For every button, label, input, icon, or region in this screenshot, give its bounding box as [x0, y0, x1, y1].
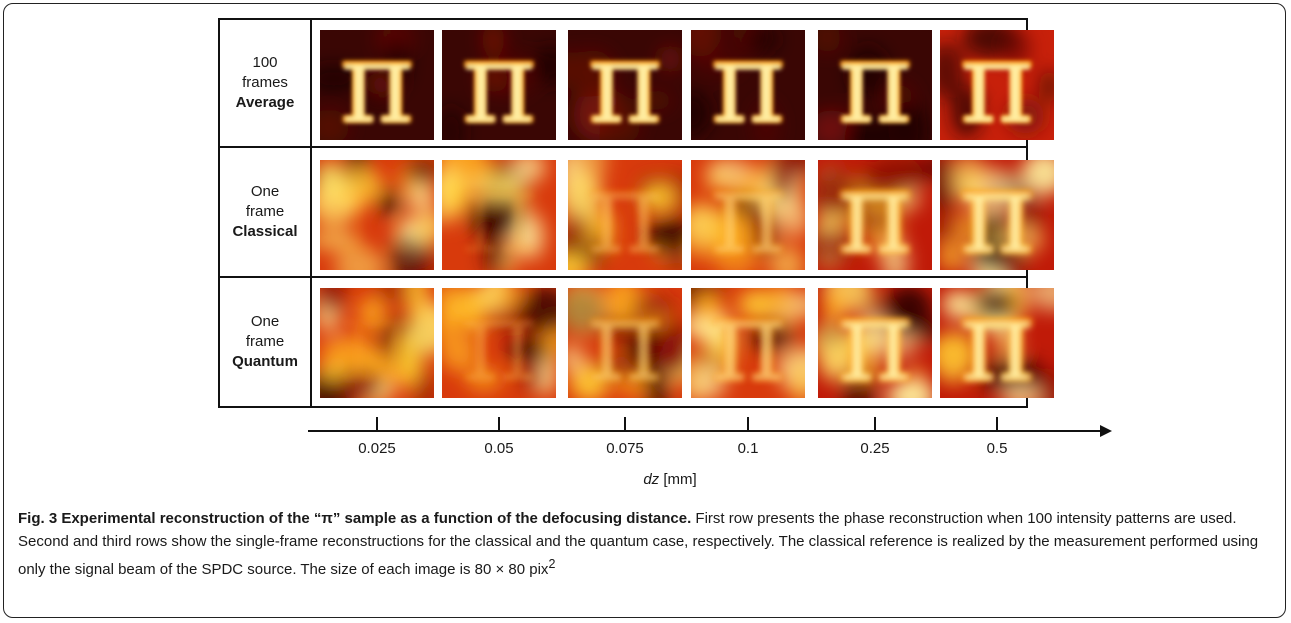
svg-text:π: π — [711, 30, 785, 140]
row-label-average: 100 frames Average — [220, 20, 310, 146]
dz-axis-arrow-icon — [1100, 425, 1112, 437]
svg-text:π: π — [338, 160, 416, 270]
svg-text:π: π — [960, 30, 1034, 140]
svg-text:π: π — [711, 288, 785, 398]
svg-text:π: π — [340, 30, 414, 140]
caption-superscript: 2 — [548, 557, 556, 571]
axis-tick — [624, 417, 626, 431]
label-divider — [310, 20, 312, 406]
row-label-line3: Classical — [232, 223, 298, 240]
row-divider-2 — [220, 276, 1026, 278]
svg-text:π: π — [586, 160, 664, 270]
row-label-line2: frames — [242, 74, 288, 91]
row-label-line2: frame — [245, 333, 285, 350]
svg-text:π: π — [462, 288, 536, 398]
row-label-line1: 100 — [252, 54, 278, 71]
axis-tick-label: 0.25 — [860, 440, 890, 457]
figure-caption: Fig. 3 Experimental reconstruction of th… — [18, 507, 1273, 581]
caption-body: First row presents the phase reconstruct… — [18, 510, 1259, 578]
svg-text:π: π — [588, 160, 662, 270]
svg-text:π: π — [838, 30, 912, 140]
svg-text:π: π — [709, 288, 787, 398]
svg-text:π: π — [340, 288, 414, 398]
svg-text:π: π — [460, 30, 538, 140]
row-label-quantum: One frame Quantum — [220, 278, 310, 406]
axis-tick-label: 0.5 — [986, 440, 1008, 457]
svg-text:π: π — [338, 30, 416, 140]
axis-tick — [498, 417, 500, 431]
caption-title: Fig. 3 Experimental reconstruction of th… — [18, 510, 692, 527]
svg-text:π: π — [588, 30, 662, 140]
svg-text:π: π — [958, 30, 1036, 140]
reconstruction-image: ππ — [320, 160, 434, 270]
row-divider-1 — [220, 146, 1026, 148]
axis-tick-label: 0.1 — [737, 440, 759, 457]
svg-text:π: π — [838, 160, 912, 270]
row-label-line2: frame — [245, 203, 285, 220]
reconstruction-image: ππ — [320, 288, 434, 398]
svg-text:π: π — [836, 160, 914, 270]
dz-axis-line — [308, 430, 1108, 432]
svg-text:π: π — [836, 30, 914, 140]
svg-text:π: π — [958, 160, 1036, 270]
svg-text:π: π — [709, 30, 787, 140]
svg-text:π: π — [711, 160, 785, 270]
row-label-line1: One — [250, 313, 280, 330]
svg-text:π: π — [460, 288, 538, 398]
svg-text:π: π — [460, 160, 538, 270]
row-label-line1: One — [250, 183, 280, 200]
svg-text:π: π — [338, 288, 416, 398]
axis-tick — [747, 417, 749, 431]
svg-text:π: π — [462, 30, 536, 140]
dz-axis-label: dz [mm] — [600, 471, 740, 488]
row-label-line3: Quantum — [232, 353, 298, 370]
row-label-line3: Average — [235, 94, 295, 111]
svg-text:π: π — [586, 288, 664, 398]
axis-tick — [376, 417, 378, 431]
svg-text:π: π — [462, 160, 536, 270]
svg-text:π: π — [838, 288, 912, 398]
axis-tick-label: 0.075 — [606, 440, 644, 457]
svg-text:π: π — [586, 30, 664, 140]
axis-tick-label: 0.05 — [484, 440, 514, 457]
axis-variable: dz — [643, 471, 660, 488]
image-grid: 100 frames Average One frame Classical O… — [218, 18, 1054, 408]
axis-tick — [996, 417, 998, 431]
axis-unit: [mm] — [659, 471, 697, 488]
svg-text:π: π — [958, 288, 1036, 398]
svg-text:π: π — [709, 160, 787, 270]
row-label-classical: One frame Classical — [220, 148, 310, 276]
svg-text:π: π — [588, 288, 662, 398]
svg-text:π: π — [960, 288, 1034, 398]
axis-tick — [874, 417, 876, 431]
svg-text:π: π — [960, 160, 1034, 270]
svg-text:π: π — [836, 288, 914, 398]
axis-tick-label: 0.025 — [358, 440, 396, 457]
figure-frame — [3, 3, 1286, 618]
